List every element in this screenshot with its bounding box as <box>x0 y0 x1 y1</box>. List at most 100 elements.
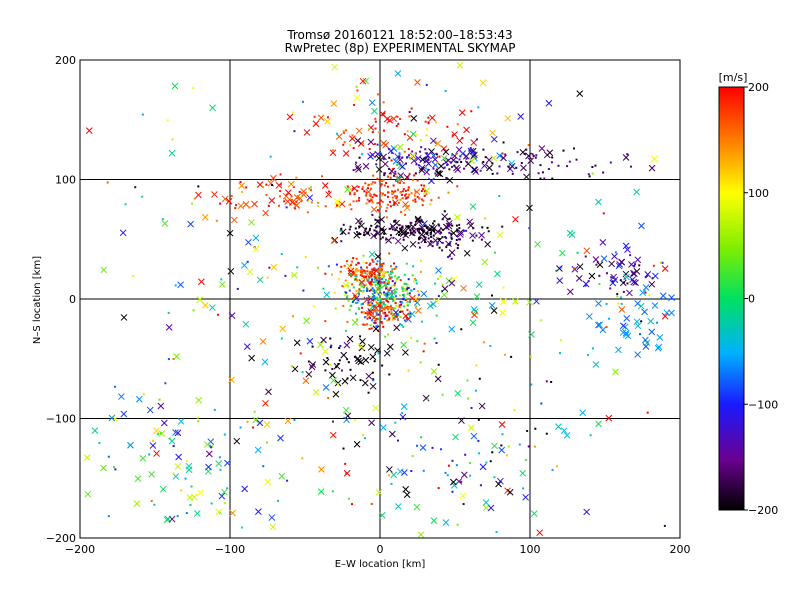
data-point-dot <box>456 230 459 233</box>
data-point-dot <box>378 305 381 308</box>
data-point-dot <box>371 213 374 216</box>
data-point-x <box>452 433 459 441</box>
data-point-dot <box>418 197 421 200</box>
data-point-dot <box>539 164 542 167</box>
data-point-x <box>469 203 477 210</box>
data-point-x <box>269 523 277 531</box>
data-point-dot <box>425 226 428 229</box>
data-point-dot <box>425 83 428 86</box>
data-point-dot <box>390 152 393 155</box>
data-point-dot <box>413 280 416 283</box>
x-tick-label: −200 <box>65 543 95 556</box>
data-point-dot <box>390 265 393 268</box>
data-point-x <box>243 343 251 350</box>
data-point-x <box>265 388 272 396</box>
data-point-dot <box>406 304 409 307</box>
data-point-dot <box>396 115 399 118</box>
data-point-x <box>173 353 181 360</box>
data-point-x <box>436 170 444 178</box>
data-point-dot <box>368 263 371 266</box>
data-point-dot <box>344 129 347 132</box>
data-point-dot <box>346 320 349 323</box>
data-point-x <box>218 492 226 500</box>
data-point-x <box>634 322 642 330</box>
data-point-x <box>320 336 327 344</box>
data-point-dot <box>283 200 286 203</box>
data-point-dot <box>353 355 356 358</box>
data-point-x <box>471 166 479 174</box>
data-point-x <box>430 517 438 524</box>
data-point-dot <box>393 220 396 223</box>
data-point-x <box>599 239 607 246</box>
data-point-dot <box>337 383 340 386</box>
data-point-x <box>588 272 596 280</box>
data-point-dot <box>352 169 355 172</box>
data-point-dot <box>477 418 480 421</box>
data-point-dot <box>365 278 368 281</box>
data-point-dot <box>364 272 367 275</box>
data-point-dot <box>377 313 380 316</box>
data-point-dot <box>407 225 410 228</box>
data-point-dot <box>454 160 457 163</box>
data-point-dot <box>371 196 374 199</box>
data-point-dot <box>397 313 400 316</box>
data-point-x <box>367 343 375 351</box>
data-point-dot <box>366 323 369 326</box>
data-point-x <box>355 217 362 225</box>
data-point-dot <box>239 181 242 184</box>
data-point-dot <box>407 369 410 372</box>
data-point-dot <box>390 192 393 195</box>
data-point-dot <box>626 282 629 285</box>
data-point-x <box>321 182 329 189</box>
data-point-x <box>198 278 205 286</box>
data-point-dot <box>360 273 363 276</box>
data-point-dot <box>417 228 420 231</box>
data-point-dot <box>378 267 381 270</box>
data-point-dot <box>384 313 387 316</box>
data-point-dot <box>591 347 594 350</box>
data-point-dot <box>389 172 392 175</box>
data-point-x <box>430 152 438 160</box>
data-point-dot <box>416 228 419 231</box>
data-point-x <box>468 157 476 165</box>
data-point-dot <box>415 133 418 136</box>
data-point-x <box>240 261 248 269</box>
data-point-dot <box>215 219 218 222</box>
data-point-x <box>338 200 346 208</box>
data-point-x <box>380 153 387 161</box>
data-point-dot <box>306 211 309 214</box>
data-point-x <box>205 450 213 458</box>
data-point-dot <box>438 237 441 240</box>
data-point-dot <box>268 266 271 269</box>
data-point-dot <box>380 278 383 281</box>
data-point-dot <box>392 184 395 187</box>
data-point-x <box>583 508 590 516</box>
data-point-dot <box>296 266 299 269</box>
data-point-dot <box>302 289 305 292</box>
data-point-dot <box>366 317 369 320</box>
data-point-x <box>526 204 533 212</box>
data-point-dot <box>372 296 375 299</box>
data-point-dot <box>383 293 386 296</box>
data-point-x <box>595 300 602 307</box>
data-point-dot <box>406 130 409 133</box>
data-point-x <box>634 256 642 264</box>
data-point-dot <box>638 264 641 267</box>
data-point-dot <box>348 228 351 231</box>
data-point-dot <box>358 288 361 291</box>
data-point-x <box>221 195 229 203</box>
data-point-dot <box>609 161 612 164</box>
data-point-dot <box>351 300 354 303</box>
data-point-dot <box>378 277 381 280</box>
data-point-dot <box>630 165 633 168</box>
data-point-dot <box>395 197 398 200</box>
data-point-dot <box>172 358 175 361</box>
data-point-x <box>642 336 649 344</box>
data-point-x <box>498 421 506 428</box>
data-point-x <box>293 201 301 209</box>
data-point-dot <box>384 292 387 295</box>
data-point-dot <box>241 526 244 529</box>
data-point-dot <box>377 352 380 355</box>
data-point-x <box>187 220 194 228</box>
data-point-dot <box>388 293 391 296</box>
